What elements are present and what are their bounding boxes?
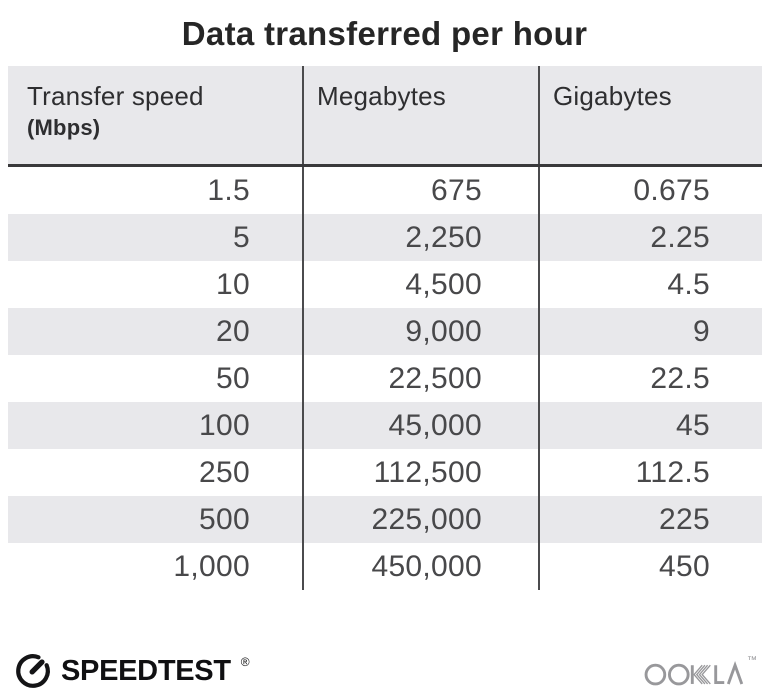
table-cell: 450 [538,543,762,590]
table-row: 100 45,000 45 [8,402,762,449]
table-cell: 10 [216,268,250,301]
table-cell: 112,500 [302,449,538,496]
table-cell: 5 [233,221,250,254]
data-table: Transfer speed (Mbps) Megabytes Gigabyte… [8,66,762,590]
table-cell: 675 [302,167,538,214]
column-header-gigabytes: Gigabytes [538,66,762,164]
table-row: 20 9,000 9 [8,308,762,355]
table-cell: 4,500 [302,261,538,308]
table-cell: 45 [538,402,762,449]
table-cell: 250 [199,456,250,489]
table-row: 10 4,500 4.5 [8,261,762,308]
trademark-symbol: ™ [747,655,757,666]
table-cell: 45,000 [302,402,538,449]
table-cell: 2,250 [302,214,538,261]
speedometer-gauge-icon [16,654,50,688]
table-cell: 2.25 [538,214,762,261]
table-cell: 20 [216,315,250,348]
table-row: 50 22,500 22.5 [8,355,762,402]
table-row: 500 225,000 225 [8,496,762,543]
column-header-label: Megabytes [317,81,446,111]
column-header-unit: (Mbps) [27,115,101,140]
speedtest-wordmark: SPEEDTEST [61,654,231,687]
table-cell: 9 [538,308,762,355]
table-cell: 9,000 [302,308,538,355]
page-title: Data transferred per hour [181,15,588,52]
speedtest-logo: SPEEDTEST ® [14,652,250,690]
table-row: 5 2,250 2.25 [8,214,762,261]
table-header-row: Transfer speed (Mbps) Megabytes Gigabyte… [8,66,762,167]
table-cell: 4.5 [538,261,762,308]
table-cell: 225,000 [302,496,538,543]
table-cell: 225 [538,496,762,543]
column-header-label: Transfer speed [27,81,204,111]
ookla-logo: OOKLA ™ [644,653,757,689]
table-cell: 50 [216,362,250,395]
table-row: 1.5 675 0.675 [8,167,762,214]
table-cell: 1.5 [207,174,250,207]
table-cell: 500 [199,503,250,536]
table-row: 250 112,500 112.5 [8,449,762,496]
table-cell: 100 [199,409,250,442]
table-cell: 22.5 [538,355,762,402]
table-cell: 22,500 [302,355,538,402]
column-header-transfer-speed: Transfer speed (Mbps) [8,66,302,164]
column-header-megabytes: Megabytes [302,66,538,164]
ookla-wordmark [644,660,744,686]
table-cell: 450,000 [302,543,538,590]
registered-trademark-symbol: ® [240,655,250,669]
table-cell: 1,000 [173,550,250,583]
table-cell: 0.675 [538,167,762,214]
table-cell: 112.5 [538,449,762,496]
table-body: 1.5 675 0.675 5 2,250 2.25 10 4,500 4.5 20 9,000 9 5… [8,167,762,590]
column-header-label: Gigabytes [553,81,672,111]
table-row: 1,000 450,000 450 [8,543,762,590]
footer: SPEEDTEST ® OOKLA ™ [14,648,757,694]
